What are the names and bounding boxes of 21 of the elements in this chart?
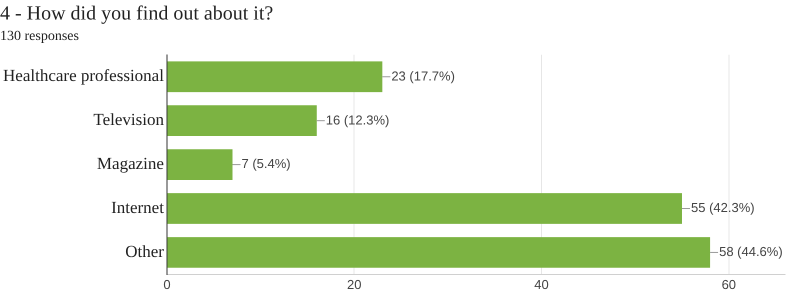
bar [167,61,382,92]
data-label: 23 (17.7%) [391,68,455,84]
data-label: 7 (5.4%) [242,156,291,172]
bar [167,105,317,136]
y-tick-label: Other [125,242,164,261]
text: 130 responses [0,29,79,44]
x-tick-label: 20 [347,276,362,292]
y-tick-label: Internet [111,198,164,217]
y-tick-label: Magazine [96,154,164,174]
bar [167,149,233,180]
x-tick-label: 60 [722,276,736,292]
bar [167,193,682,224]
x-tick-label: 0 [163,276,171,292]
y-tick-label: Television [93,110,164,130]
chart-title: 4 - How did you find out about it? [0,2,274,24]
data-label: 55 (42.3%) [690,200,755,216]
data-label: 16 (12.3%) [326,112,390,128]
x-tick-label: 40 [534,276,549,292]
y-tick-label: Healthcare professional [3,66,164,86]
bar [167,237,710,268]
data-label: 58 (44.6%) [719,244,783,260]
